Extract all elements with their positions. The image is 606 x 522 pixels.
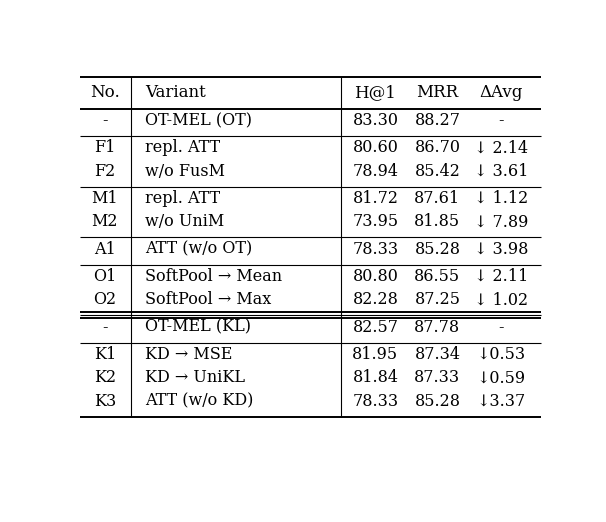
Text: 87.34: 87.34 [415, 346, 461, 363]
Text: 82.57: 82.57 [352, 318, 398, 336]
Text: 87.33: 87.33 [415, 369, 461, 386]
Text: H@1: H@1 [355, 84, 396, 101]
Text: M1: M1 [92, 190, 118, 207]
Text: ↓3.37: ↓3.37 [476, 393, 525, 410]
Text: F1: F1 [94, 139, 116, 157]
Text: SoftPool → Mean: SoftPool → Mean [145, 268, 282, 285]
Text: ΔAvg: ΔAvg [479, 84, 522, 101]
Text: ↓ 2.14: ↓ 2.14 [474, 139, 528, 157]
Text: 87.78: 87.78 [415, 318, 461, 336]
Text: O2: O2 [93, 291, 116, 309]
Text: repl. ATT: repl. ATT [145, 190, 221, 207]
Text: ↓ 3.98: ↓ 3.98 [474, 241, 528, 258]
Text: w/o FusM: w/o FusM [145, 163, 225, 180]
Text: ↓ 1.02: ↓ 1.02 [474, 291, 528, 309]
Text: ↓ 2.11: ↓ 2.11 [474, 268, 528, 285]
Text: -: - [102, 318, 108, 336]
Text: 81.85: 81.85 [415, 213, 461, 230]
Text: 85.28: 85.28 [415, 241, 461, 258]
Text: F2: F2 [95, 163, 116, 180]
Text: 87.61: 87.61 [415, 190, 461, 207]
Text: ↓ 1.12: ↓ 1.12 [474, 190, 528, 207]
Text: 85.28: 85.28 [415, 393, 461, 410]
Text: -: - [498, 112, 504, 129]
Text: ↓0.59: ↓0.59 [476, 369, 525, 386]
Text: 86.70: 86.70 [415, 139, 461, 157]
Text: A1: A1 [94, 241, 116, 258]
Text: MRR: MRR [416, 84, 459, 101]
Text: OT-MEL (KL): OT-MEL (KL) [145, 318, 251, 336]
Text: 80.80: 80.80 [353, 268, 398, 285]
Text: 81.95: 81.95 [352, 346, 399, 363]
Text: K3: K3 [94, 393, 116, 410]
Text: 87.25: 87.25 [415, 291, 461, 309]
Text: K1: K1 [94, 346, 116, 363]
Text: OT-MEL (OT): OT-MEL (OT) [145, 112, 252, 129]
Text: KD → UniKL: KD → UniKL [145, 369, 245, 386]
Text: 80.60: 80.60 [353, 139, 398, 157]
Text: 73.95: 73.95 [352, 213, 399, 230]
Text: ↓ 7.89: ↓ 7.89 [474, 213, 528, 230]
Text: ATT (w/o KD): ATT (w/o KD) [145, 393, 254, 410]
Text: Variant: Variant [145, 84, 206, 101]
Text: 78.33: 78.33 [352, 241, 399, 258]
Text: No.: No. [90, 84, 120, 101]
Text: 78.94: 78.94 [352, 163, 398, 180]
Text: -: - [498, 318, 504, 336]
Text: ↓ 3.61: ↓ 3.61 [474, 163, 528, 180]
Text: M2: M2 [92, 213, 118, 230]
Text: KD → MSE: KD → MSE [145, 346, 233, 363]
Text: 82.28: 82.28 [353, 291, 398, 309]
Text: ↓0.53: ↓0.53 [476, 346, 525, 363]
Text: 85.42: 85.42 [415, 163, 461, 180]
Text: 81.72: 81.72 [352, 190, 398, 207]
Text: K2: K2 [94, 369, 116, 386]
Text: SoftPool → Max: SoftPool → Max [145, 291, 271, 309]
Text: 83.30: 83.30 [352, 112, 398, 129]
Text: ATT (w/o OT): ATT (w/o OT) [145, 241, 253, 258]
Text: repl. ATT: repl. ATT [145, 139, 221, 157]
Text: -: - [102, 112, 108, 129]
Text: 88.27: 88.27 [415, 112, 461, 129]
Text: 78.33: 78.33 [352, 393, 399, 410]
Text: O1: O1 [93, 268, 116, 285]
Text: 86.55: 86.55 [415, 268, 461, 285]
Text: 81.84: 81.84 [352, 369, 398, 386]
Text: w/o UniM: w/o UniM [145, 213, 224, 230]
